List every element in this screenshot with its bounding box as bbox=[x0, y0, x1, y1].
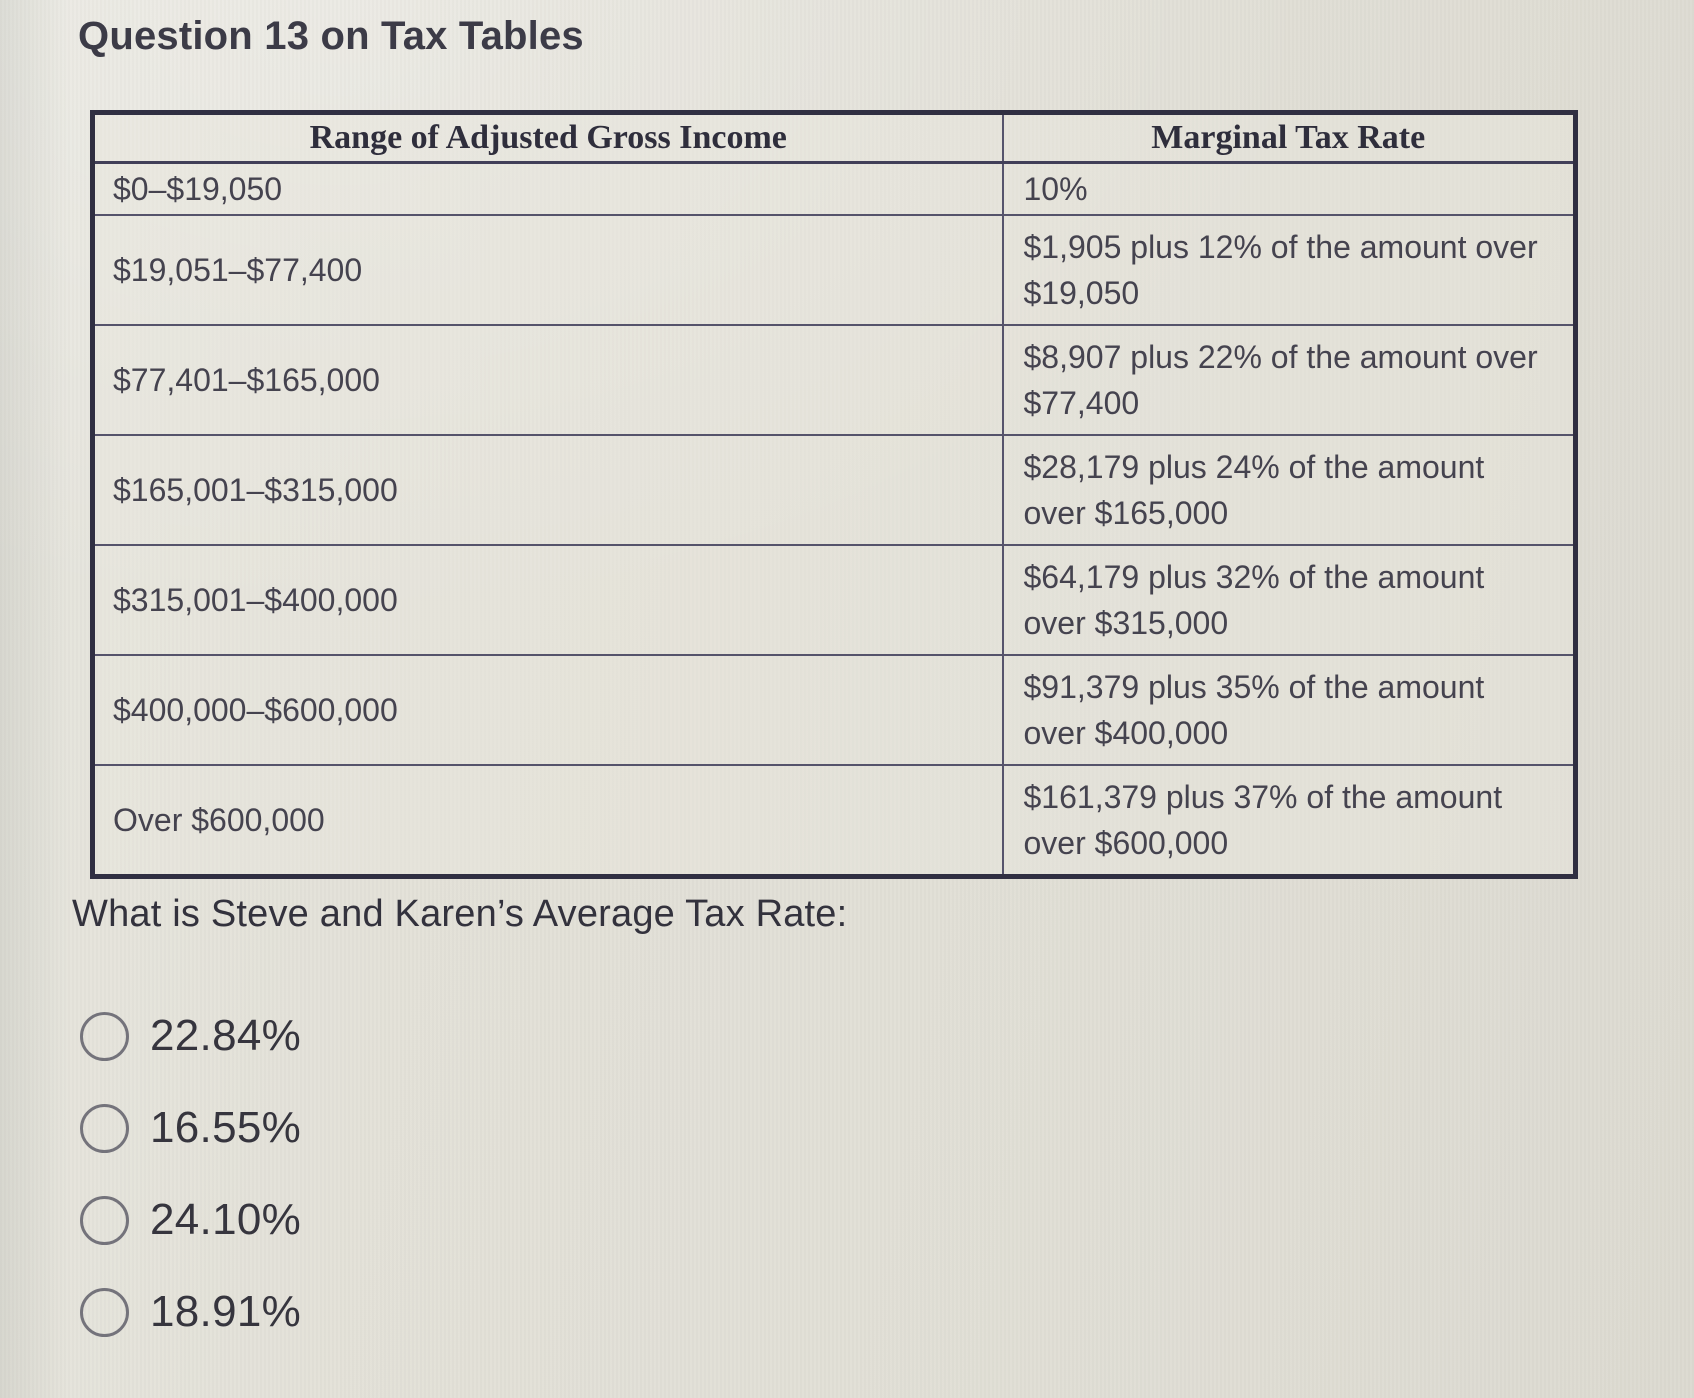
marginal-rate-cell: $28,179 plus 24% of the amount over $165… bbox=[1001, 433, 1577, 546]
option-label[interactable]: 16.55% bbox=[150, 1103, 302, 1152]
page-title: Question 13 on Tax Tables bbox=[78, 14, 584, 58]
radio-button-icon[interactable] bbox=[80, 1103, 129, 1153]
marginal-rate-text: $64,179 plus 32% of the amount over $315… bbox=[1023, 558, 1485, 641]
marginal-rate-cell: 10% bbox=[1001, 161, 1577, 216]
answer-option[interactable]: 18.91% bbox=[80, 1284, 301, 1340]
table-row: $165,001–$315,000 $28,179 plus 24% of th… bbox=[91, 433, 1577, 546]
table-row: $0–$19,050 10% bbox=[91, 161, 1577, 216]
marginal-rate-text: $1,905 plus 12% of the amount over $19,0… bbox=[1023, 228, 1538, 311]
marginal-rate-cell: $1,905 plus 12% of the amount over $19,0… bbox=[1001, 213, 1577, 326]
table-row: $400,000–$600,000 $91,379 plus 35% of th… bbox=[91, 653, 1577, 766]
marginal-rate-text: $161,379 plus 37% of the amount over $60… bbox=[1023, 778, 1503, 861]
radio-button-icon[interactable] bbox=[80, 1195, 129, 1245]
table-row: Over $600,000 $161,379 plus 37% of the a… bbox=[91, 763, 1577, 877]
marginal-rate-text: $91,379 plus 35% of the amount over $400… bbox=[1023, 668, 1485, 751]
option-label[interactable]: 18.91% bbox=[150, 1287, 302, 1336]
answer-option[interactable]: 16.55% bbox=[80, 1100, 301, 1156]
agi-range-cell: $165,001–$315,000 bbox=[91, 433, 1004, 546]
marginal-rate-cell: $161,379 plus 37% of the amount over $60… bbox=[1001, 763, 1577, 877]
radio-button-icon[interactable] bbox=[80, 1011, 129, 1061]
radio-button-icon[interactable] bbox=[80, 1287, 129, 1337]
question-prompt: What is Steve and Karen’s Average Tax Ra… bbox=[72, 893, 848, 935]
marginal-rate-text: $28,179 plus 24% of the amount over $165… bbox=[1023, 448, 1485, 531]
table-row: $19,051–$77,400 $1,905 plus 12% of the a… bbox=[91, 213, 1577, 326]
option-label[interactable]: 22.84% bbox=[150, 1011, 302, 1060]
table-row: $315,001–$400,000 $64,179 plus 32% of th… bbox=[91, 543, 1577, 656]
answer-option[interactable]: 22.84% bbox=[80, 1008, 301, 1064]
tax-bracket-table: Range of Adjusted Gross Income Marginal … bbox=[90, 110, 1578, 879]
marginal-rate-text: 10% bbox=[1023, 170, 1088, 207]
column-header-agi-range: Range of Adjusted Gross Income bbox=[91, 111, 1004, 164]
marginal-rate-cell: $64,179 plus 32% of the amount over $315… bbox=[1001, 543, 1577, 656]
option-label[interactable]: 24.10% bbox=[150, 1195, 302, 1244]
marginal-rate-cell: $91,379 plus 35% of the amount over $400… bbox=[1001, 653, 1577, 766]
answer-option[interactable]: 24.10% bbox=[80, 1192, 301, 1248]
agi-range-cell: $315,001–$400,000 bbox=[91, 543, 1004, 656]
marginal-rate-cell: $8,907 plus 22% of the amount over $77,4… bbox=[1001, 323, 1577, 436]
answer-options: 22.84% 16.55% 24.10% 18.91% bbox=[80, 1008, 301, 1376]
agi-range-cell: $0–$19,050 bbox=[91, 161, 1004, 216]
agi-range-cell: $77,401–$165,000 bbox=[91, 323, 1004, 436]
agi-range-cell: $19,051–$77,400 bbox=[91, 213, 1004, 326]
table-row: $77,401–$165,000 $8,907 plus 22% of the … bbox=[91, 323, 1577, 436]
table-header-row: Range of Adjusted Gross Income Marginal … bbox=[91, 111, 1577, 164]
column-header-marginal-rate: Marginal Tax Rate bbox=[1001, 111, 1577, 164]
agi-range-cell: $400,000–$600,000 bbox=[91, 653, 1004, 766]
agi-range-cell: Over $600,000 bbox=[91, 763, 1004, 877]
marginal-rate-text: $8,907 plus 22% of the amount over $77,4… bbox=[1023, 338, 1538, 421]
